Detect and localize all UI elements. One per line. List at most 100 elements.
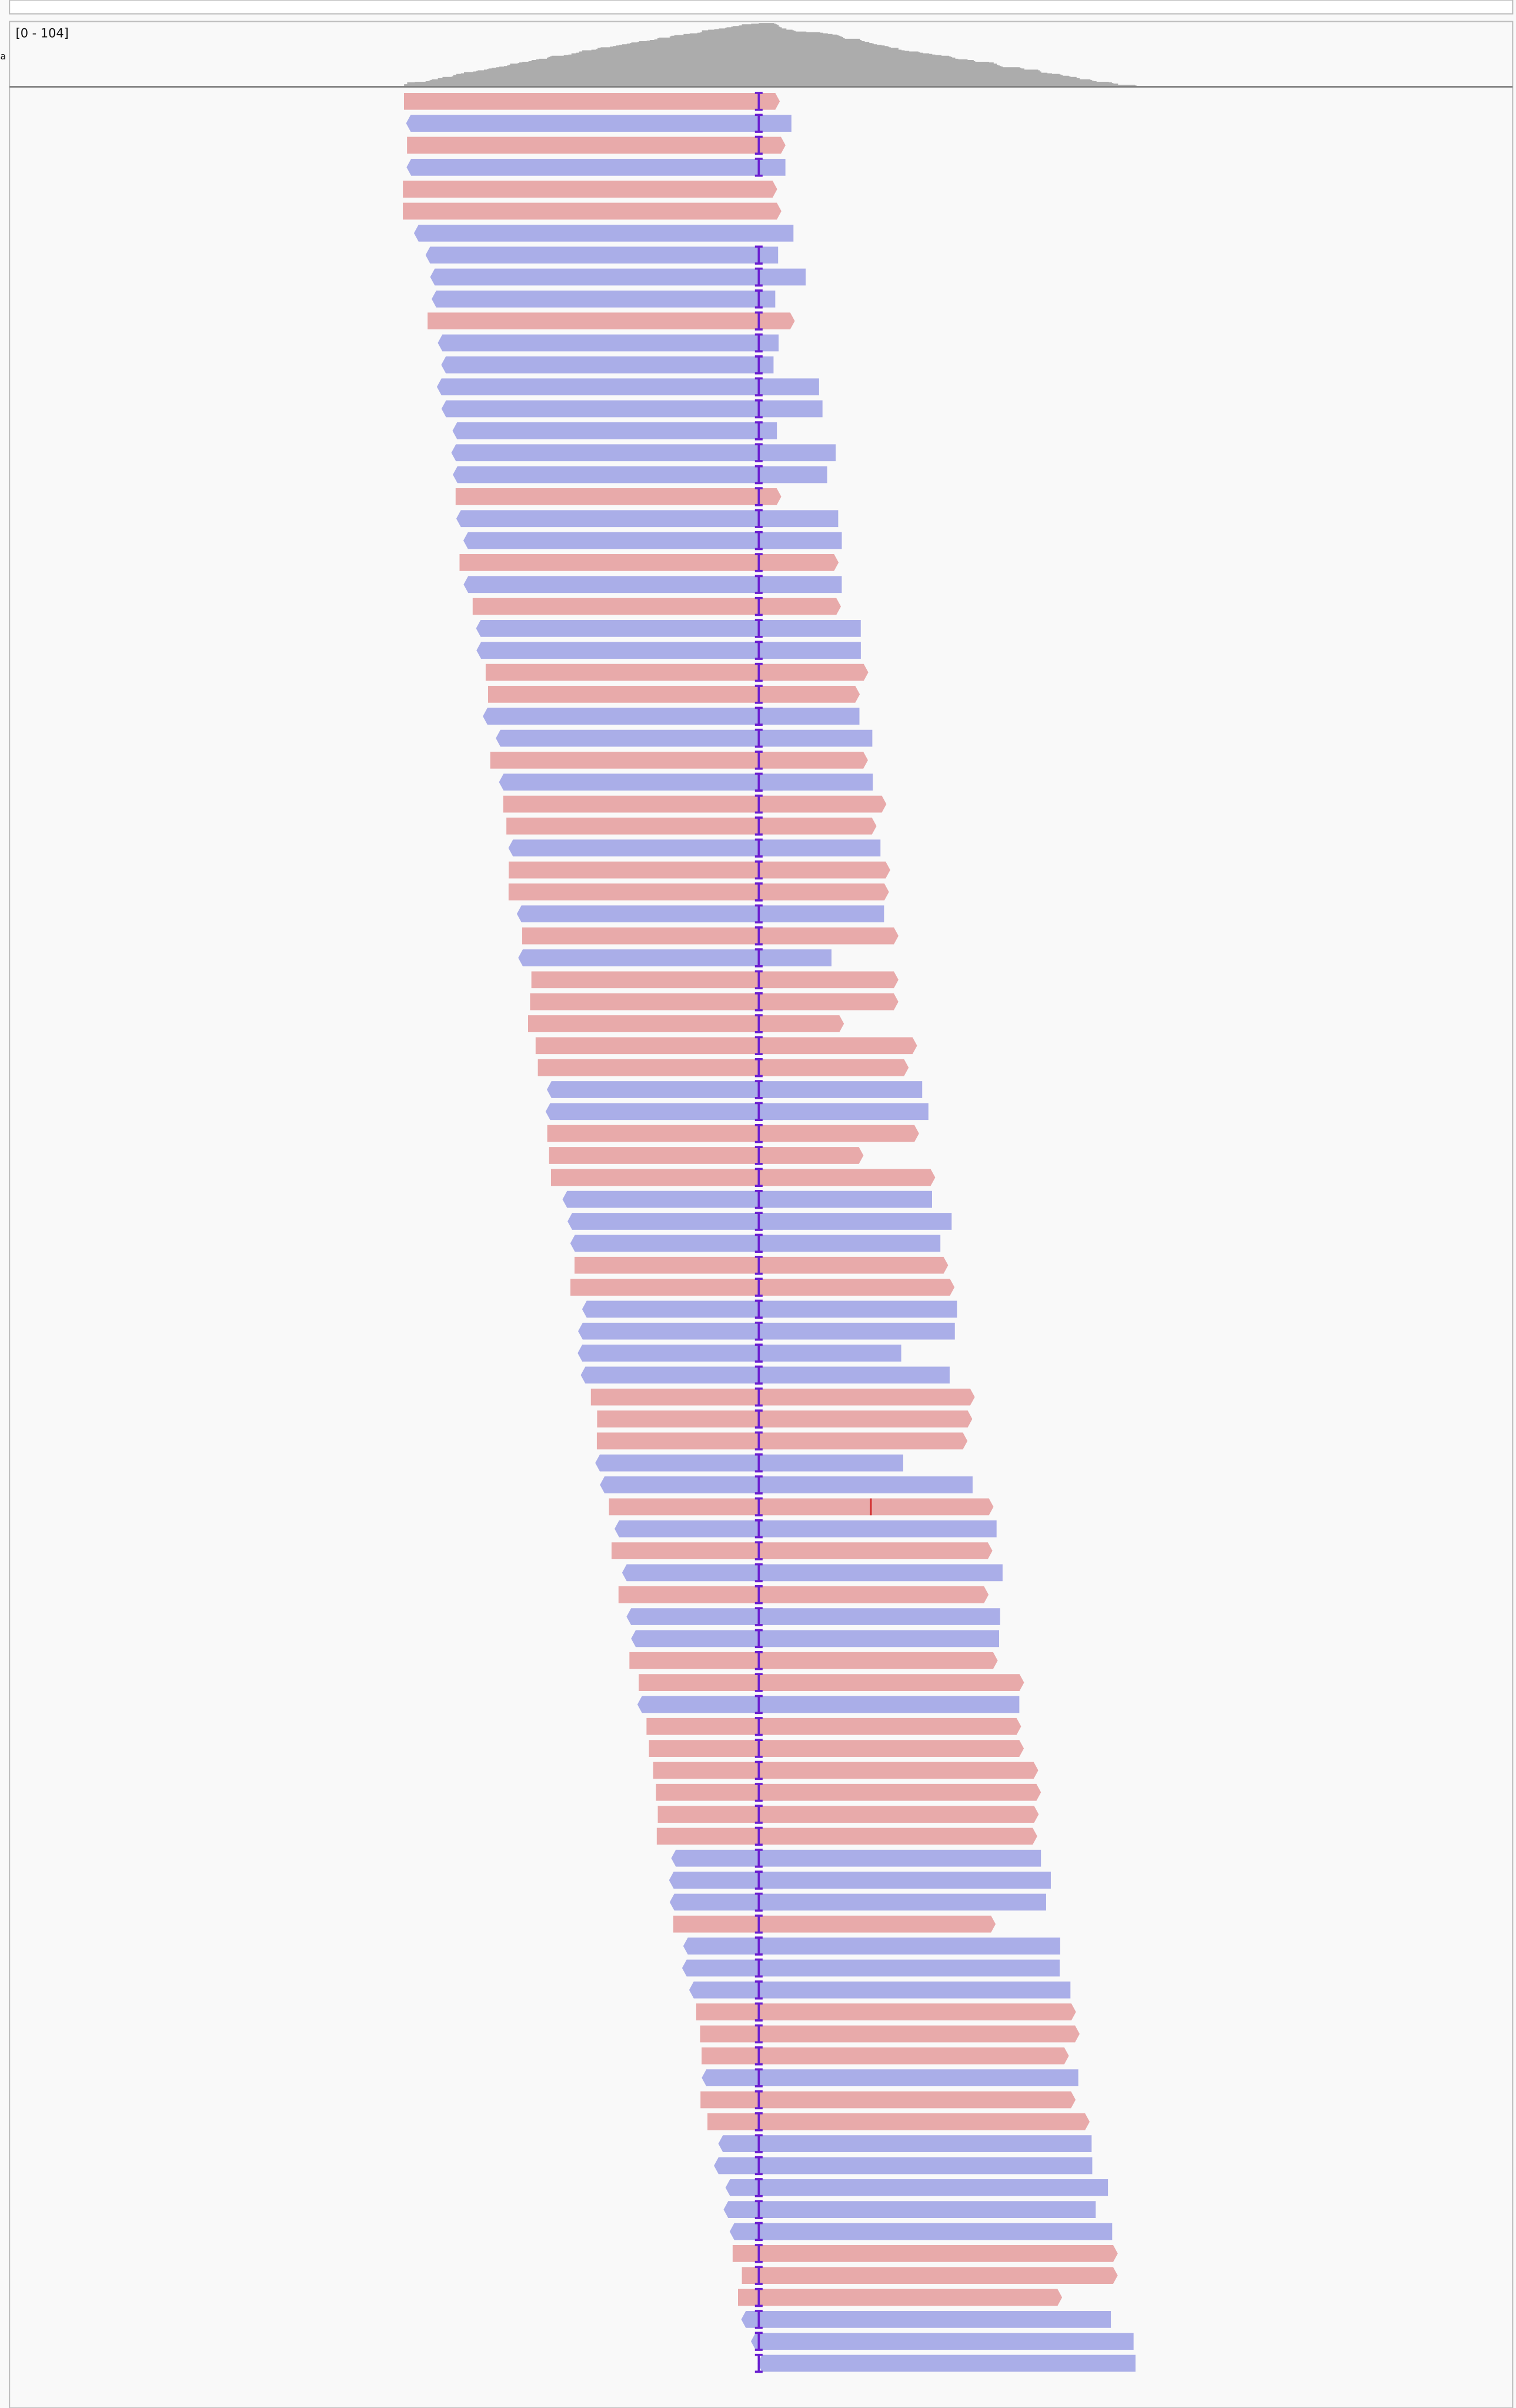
read	[546, 1081, 923, 1098]
read	[609, 1498, 994, 1516]
read	[406, 158, 786, 176]
read	[453, 466, 827, 483]
read	[508, 883, 889, 901]
read	[595, 1454, 903, 1472]
insertion-marker	[754, 1585, 763, 1605]
insertion-marker	[754, 531, 763, 551]
read	[707, 2113, 1090, 2130]
insertion-marker	[754, 2178, 763, 2197]
read	[438, 334, 779, 352]
insertion-marker	[754, 1365, 763, 1385]
read	[528, 1015, 844, 1032]
insertion-marker	[754, 2156, 763, 2176]
read	[428, 312, 795, 330]
read	[496, 729, 873, 747]
read	[578, 1322, 955, 1340]
read	[452, 422, 777, 439]
read	[669, 1893, 1046, 1911]
insertion-marker	[754, 1102, 763, 1122]
read	[463, 532, 842, 549]
read	[451, 444, 836, 462]
read	[403, 92, 780, 110]
insertion-marker	[754, 92, 763, 111]
read	[702, 2047, 1069, 2065]
read	[580, 1366, 950, 1384]
insertion-marker	[754, 2068, 763, 2087]
insertion-marker	[754, 838, 763, 858]
read	[742, 2267, 1118, 2284]
insertion-marker	[754, 443, 763, 462]
insertion-marker	[754, 1760, 763, 1780]
read	[649, 1740, 1024, 1757]
insertion-marker	[754, 948, 763, 968]
read	[615, 1520, 997, 1537]
insertion-marker	[754, 1431, 763, 1451]
insertion-marker	[754, 1475, 763, 1495]
read	[487, 686, 860, 703]
insertion-marker	[754, 1278, 763, 1297]
read	[741, 2310, 1111, 2328]
read	[508, 839, 881, 857]
read	[570, 1279, 955, 1296]
insertion-marker	[754, 772, 763, 792]
insertion-marker	[754, 1255, 763, 1275]
insertion-marker	[754, 882, 763, 902]
read	[631, 1630, 1000, 1647]
insertion-marker	[754, 1629, 763, 1649]
reads-track	[403, 92, 1136, 2373]
read	[757, 2354, 1136, 2372]
read	[506, 818, 877, 835]
insertion-marker	[754, 596, 763, 616]
read	[669, 1872, 1051, 1889]
insertion-marker	[754, 1212, 763, 1231]
insertion-marker	[754, 487, 763, 506]
read	[646, 1717, 1021, 1735]
read	[490, 752, 868, 769]
read	[430, 268, 806, 286]
insertion-marker	[754, 1673, 763, 1692]
insertion-marker	[754, 2310, 763, 2329]
insertion-marker	[754, 1936, 763, 1956]
read	[535, 1037, 917, 1055]
insertion-marker	[754, 2134, 763, 2153]
read	[425, 246, 779, 264]
insertion-marker	[754, 1497, 763, 1517]
read	[611, 1542, 993, 1559]
read	[549, 1147, 864, 1164]
read	[656, 1783, 1041, 1801]
insertion-marker	[754, 816, 763, 836]
insertion-marker	[754, 992, 763, 1012]
read	[629, 1652, 998, 1669]
read	[436, 378, 819, 396]
insertion-marker	[754, 1541, 763, 1560]
insertion-marker	[754, 1826, 763, 1846]
read	[682, 1959, 1060, 1977]
insertion-marker	[754, 728, 763, 748]
read	[476, 642, 861, 659]
insertion-marker	[754, 2244, 763, 2263]
read	[725, 2179, 1108, 2196]
read	[508, 861, 890, 879]
read	[575, 1256, 949, 1274]
insertion-marker	[754, 509, 763, 528]
read	[550, 1169, 936, 1186]
insertion-marker	[754, 1783, 763, 1802]
read	[671, 1849, 1041, 1867]
insertion-marker	[754, 289, 763, 309]
read	[432, 290, 776, 308]
insertion-marker	[754, 421, 763, 441]
insertion-marker	[754, 553, 763, 572]
insertion-marker	[754, 465, 763, 485]
insertion-marker	[754, 135, 763, 155]
read	[463, 576, 842, 593]
insertion-marker	[754, 970, 763, 989]
insertion-marker	[754, 114, 763, 133]
read	[653, 1762, 1039, 1779]
read	[656, 1827, 1037, 1845]
insertion-marker	[754, 1717, 763, 1736]
read	[406, 115, 792, 132]
insertion-marker	[754, 399, 763, 419]
read	[714, 2157, 1093, 2174]
insertion-marker	[754, 2002, 763, 2022]
